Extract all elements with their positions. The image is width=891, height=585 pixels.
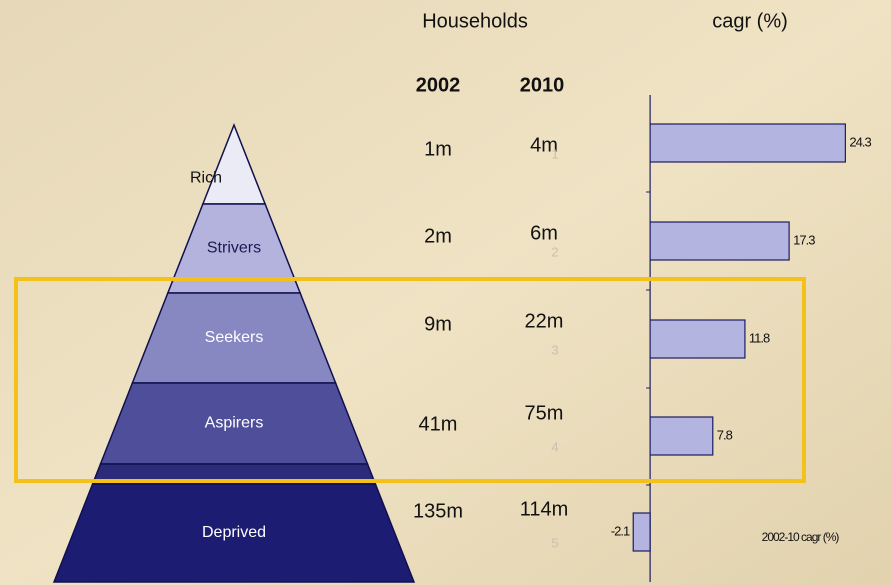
segment-label: Deprived: [202, 524, 266, 541]
bar: [632, 512, 651, 552]
households-2002: 2m: [424, 225, 452, 247]
households-2010: 75m: [525, 402, 564, 424]
pyramid: Rich Strivers Seekers Aspirers Deprived: [52, 122, 416, 583]
households-2002: 135m: [413, 500, 463, 522]
value-label: 17.3: [793, 232, 815, 247]
highlight-box: [14, 277, 806, 483]
segment-label: Rich: [190, 170, 222, 187]
value-label: 7.8: [717, 427, 733, 442]
category-label: 4: [551, 439, 558, 454]
bar: [649, 123, 846, 163]
category-label: 2: [551, 244, 558, 259]
households-header: Households: [422, 10, 528, 32]
year-header: 2002: [416, 74, 461, 96]
category-label: 1: [551, 146, 558, 161]
year-header: 2010: [520, 74, 565, 96]
bar: [649, 416, 714, 456]
legend-label: 2002-10 cagr (%): [762, 530, 840, 544]
value-label: -2.1: [611, 523, 630, 538]
segment-label: Strivers: [207, 240, 261, 257]
households-2010: 114m: [520, 498, 569, 520]
households-2010: 6m: [530, 222, 558, 244]
households-2002: 1m: [424, 138, 452, 160]
value-label: 24.3: [849, 134, 871, 149]
cagr-header: cagr (%): [712, 10, 788, 32]
households-2002: 41m: [419, 413, 458, 435]
bar: [649, 319, 746, 359]
value-label: 11.8: [749, 330, 770, 345]
segment-label: Seekers: [205, 329, 264, 346]
pyramid-band: [52, 483, 416, 583]
cagr-chart: 24.3 1 17.3 2 11.8 3 7.8 4 -2.1 5 2002-10 cagr (%): [551, 95, 872, 582]
category-label: 5: [551, 535, 558, 550]
households-2010: 4m: [530, 134, 558, 156]
category-label: 3: [551, 342, 558, 357]
households-2002: 9m: [424, 313, 452, 335]
segment-label: Aspirers: [205, 415, 264, 432]
household-table: 1m 4m 2m 6m 9m 22m 41m 75m 135m 114m: [413, 134, 568, 522]
households-2010: 22m: [525, 310, 564, 332]
bar: [649, 221, 790, 261]
